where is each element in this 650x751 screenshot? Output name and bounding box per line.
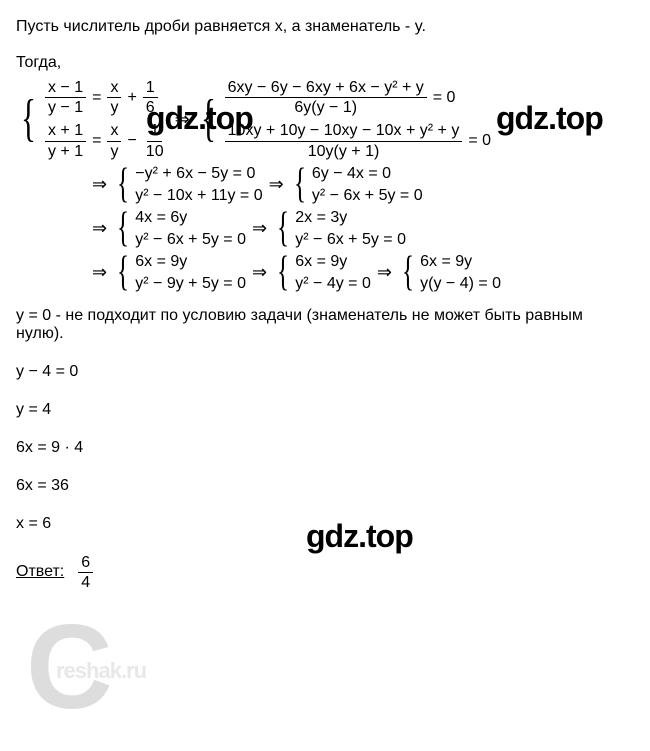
s4r2: y² − 6x + 5y = 0 [312,187,423,205]
s1r2-lden: y + 1 [45,142,86,161]
math-row-4: ⇒ { 6x = 9y y² − 9y + 5y = 0 ⇒ { 6x = 9y… [86,253,634,293]
s2r1-num: 6xy − 6y − 6xy + 6x − y² + y [225,78,427,98]
arrow-3: ⇒ [269,174,284,195]
s6r2: y² − 6x + 5y = 0 [295,231,406,249]
answer-den: 4 [78,573,93,592]
note-text: y = 0 - не подходит по условию задачи (з… [16,307,634,343]
math-row-3: ⇒ { 4x = 6y y² − 6x + 5y = 0 ⇒ { 2x = 3y… [86,209,634,249]
s1r2-rn2: 1 [147,121,162,141]
s4r1: 6y − 4x = 0 [312,165,423,183]
intro-text: Пусть числитель дроби равняется x, а зна… [16,18,634,36]
s2r1-den: 6y(y − 1) [291,98,360,117]
s3r2: y² − 10x + 11y = 0 [135,187,262,205]
s2r1-eq: = 0 [433,89,456,107]
step-4: 6x = 36 [16,477,634,495]
s6r1: 2x = 3y [295,209,406,227]
s8r1: 6x = 9y [295,253,371,271]
s1r1-rn1: x [107,78,121,98]
s2r2-num: 10xy + 10y − 10xy − 10x + y² + y [225,121,463,141]
s8r2: y² − 4y = 0 [295,275,371,293]
arrow-8: ⇒ [377,262,392,283]
answer-label: Ответ: [16,563,64,581]
step-3: 6x = 9 · 4 [16,439,634,457]
s1r1-rd1: y [107,98,121,117]
s1r2-plus: − [127,132,136,150]
watermark-c: C [26,598,109,736]
step-2: y = 4 [16,401,634,419]
s9r1: 6x = 9y [420,253,501,271]
s2r2-den: 10y(y + 1) [305,142,383,161]
arrow-6: ⇒ [92,262,107,283]
s1r1-lden: y − 1 [45,98,86,117]
then-text: Тогда, [16,54,634,72]
s5r2: y² − 6x + 5y = 0 [135,231,246,249]
s2r2-eq: = 0 [468,132,491,150]
arrow-2: ⇒ [92,174,107,195]
math-row-2: ⇒ { −y² + 6x − 5y = 0 y² − 10x + 11y = 0… [86,165,634,205]
s1r2-lnum: x + 1 [45,121,86,141]
s1r1-rd2: 6 [143,98,158,117]
s3r1: −y² + 6x − 5y = 0 [135,165,262,183]
s7r1: 6x = 9y [135,253,246,271]
arrow-4: ⇒ [92,218,107,239]
step-1: y − 4 = 0 [16,363,634,381]
s7r2: y² − 9y + 5y = 0 [135,275,246,293]
answer-row: Ответ: 6 4 [16,553,634,592]
s1r2-eq: = [92,132,101,150]
s1r1-lnum: x − 1 [45,78,86,98]
s1r1-eq: = [92,89,101,107]
arrow-1: ⇒ [175,109,190,130]
arrow-7: ⇒ [252,262,267,283]
arrow-5: ⇒ [252,218,267,239]
s1r1-rn2: 1 [143,78,158,98]
step-5: x = 6 [16,515,634,533]
watermark-reshak: reshak.ru [56,658,146,684]
s9r2: y(y − 4) = 0 [420,275,501,293]
s1r1-plus: + [127,89,136,107]
s1r2-rd2: 10 [143,142,167,161]
math-row-1: { x − 1y − 1 = xy + 16 x + 1y + 1 = xy −… [16,78,634,161]
s1r2-rn1: x [107,121,121,141]
s5r1: 4x = 6y [135,209,246,227]
s1r2-rd1: y [107,142,121,161]
answer-num: 6 [78,553,93,573]
